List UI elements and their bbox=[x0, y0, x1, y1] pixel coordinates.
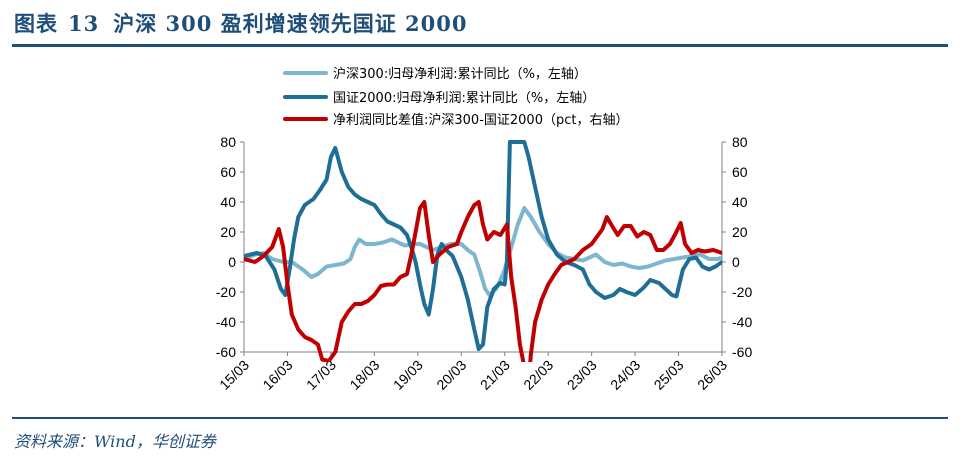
chart-title: 图表 13 沪深 300 盈利增速领先国证 2000 bbox=[14, 8, 467, 38]
right-tick-label: -40 bbox=[732, 314, 752, 330]
legend-label-2: 国证2000:归母净利润:累计同比（%，左轴） bbox=[333, 91, 595, 106]
title-number: 13 bbox=[68, 11, 100, 36]
x-tick-label: 22/03 bbox=[520, 357, 556, 393]
x-tick-label: 16/03 bbox=[259, 357, 295, 393]
x-tick-label: 23/03 bbox=[564, 357, 600, 393]
x-tick-label: 25/03 bbox=[651, 357, 687, 393]
title-text: 沪深 300 盈利增速领先国证 2000 bbox=[113, 11, 468, 36]
source-note: 资料来源：Wind，华创证券 bbox=[14, 432, 216, 451]
legend-label-3: 净利润同比差值:沪深300-国证2000（pct，右轴） bbox=[333, 112, 628, 128]
left-tick-label: 40 bbox=[220, 194, 236, 210]
left-tick-label: 0 bbox=[228, 254, 236, 270]
left-tick-label: 20 bbox=[220, 224, 236, 240]
right-tick-label: -20 bbox=[732, 284, 752, 300]
right-tick-label: 0 bbox=[732, 254, 740, 270]
x-tick-label: 17/03 bbox=[303, 357, 339, 393]
series-line-2 bbox=[244, 140, 722, 351]
right-tick-label: 40 bbox=[732, 194, 748, 210]
left-tick-label: -40 bbox=[216, 314, 236, 330]
top-rule bbox=[12, 44, 948, 47]
legend-label-1: 沪深300:归母净利润:累计同比（%，左轴） bbox=[333, 66, 587, 82]
left-tick-label: -60 bbox=[216, 344, 236, 360]
right-tick-label: 80 bbox=[732, 134, 748, 150]
x-tick-label: 15/03 bbox=[216, 357, 252, 393]
left-tick-label: -20 bbox=[216, 284, 236, 300]
title-label: 图表 bbox=[14, 11, 58, 36]
right-tick-label: 20 bbox=[732, 224, 748, 240]
x-tick-label: 24/03 bbox=[607, 357, 643, 393]
x-tick-label: 20/03 bbox=[433, 357, 469, 393]
series-group bbox=[244, 140, 722, 362]
series-line-3 bbox=[244, 200, 722, 362]
right-tick-label: 60 bbox=[732, 164, 748, 180]
right-tick-label: -60 bbox=[732, 344, 752, 360]
x-tick-label: 19/03 bbox=[390, 357, 426, 393]
series-line-1 bbox=[244, 206, 722, 297]
x-tick-label: 18/03 bbox=[346, 357, 382, 393]
left-tick-label: 80 bbox=[220, 134, 236, 150]
x-tick-label: 26/03 bbox=[694, 357, 730, 393]
left-tick-label: 60 bbox=[220, 164, 236, 180]
x-tick-label: 21/03 bbox=[477, 357, 513, 393]
bottom-rule bbox=[12, 417, 948, 419]
